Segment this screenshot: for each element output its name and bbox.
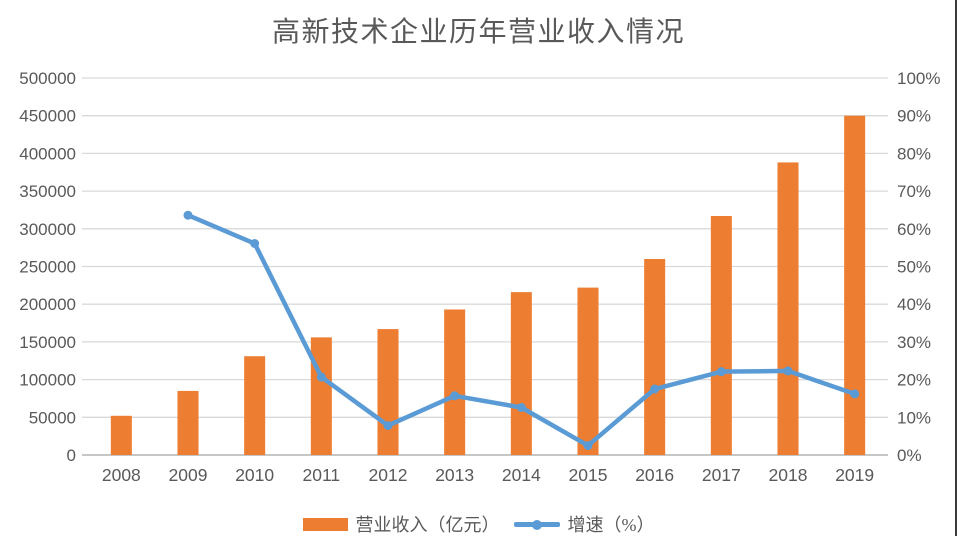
revenue-bar: [310, 337, 332, 455]
y-axis-tick-label: 50000: [29, 408, 76, 427]
growth-marker: [850, 389, 860, 399]
y-axis-tick-label: 400000: [19, 144, 76, 163]
legend-bar-swatch: [302, 517, 348, 531]
legend-growth-label: 增速（%）: [567, 515, 655, 535]
chart-legend: 营业收入（亿元） 增速（%）: [0, 511, 957, 537]
legend-line-marker-icon: [531, 519, 542, 530]
legend-item-growth: 增速（%）: [513, 511, 655, 537]
revenue-bar: [110, 415, 132, 455]
revenue-bar: [777, 162, 799, 455]
y-axis-tick-label: 300000: [19, 220, 76, 239]
x-axis-tick-label: 2018: [769, 465, 808, 485]
right-axis-tick-label: 80%: [897, 144, 931, 163]
right-axis-tick-label: 50%: [897, 258, 931, 277]
right-axis-tick-label: 100%: [897, 69, 940, 88]
y-axis-tick-label: 150000: [19, 333, 76, 352]
growth-marker: [516, 402, 526, 412]
y-axis-tick-label: 250000: [19, 258, 76, 277]
right-axis-tick-label: 90%: [897, 107, 931, 126]
x-axis-tick-label: 2017: [702, 465, 741, 485]
right-axis-tick-label: 70%: [897, 182, 931, 201]
y-axis-tick-label: 500000: [19, 69, 76, 88]
growth-marker: [450, 391, 460, 401]
revenue-bar: [177, 390, 199, 455]
y-axis-tick-label: 100000: [19, 371, 76, 390]
revenue-bar: [244, 356, 266, 455]
x-axis-tick-label: 2012: [369, 465, 408, 485]
right-border-line: [955, 0, 957, 536]
growth-marker: [250, 239, 260, 249]
growth-marker: [183, 210, 193, 220]
legend-item-revenue: 营业收入（亿元）: [302, 511, 500, 537]
x-axis-tick-label: 2009: [169, 465, 208, 485]
right-axis-tick-label: 10%: [897, 408, 931, 427]
right-axis-tick-label: 30%: [897, 333, 931, 352]
revenue-bar: [377, 329, 399, 455]
x-axis-tick-label: 2008: [102, 465, 141, 485]
revenue-bar: [444, 309, 466, 455]
x-axis-tick-label: 2015: [569, 465, 608, 485]
growth-marker: [716, 367, 726, 377]
x-axis-tick-label: 2016: [635, 465, 674, 485]
y-axis-tick-label: 0: [67, 446, 76, 465]
x-axis-tick-label: 2013: [435, 465, 474, 485]
revenue-bar: [844, 115, 866, 455]
legend-line-swatch: [513, 518, 560, 531]
growth-marker: [383, 421, 393, 431]
y-axis-tick-label: 200000: [19, 295, 76, 314]
revenue-bar: [710, 215, 732, 455]
y-axis-tick-label: 450000: [19, 107, 76, 126]
y-axis-tick-label: 350000: [19, 182, 76, 201]
revenue-bar: [644, 258, 666, 455]
revenue-bar: [510, 292, 532, 455]
growth-marker: [583, 441, 593, 451]
x-axis-tick-label: 2010: [235, 465, 274, 485]
right-axis-tick-label: 60%: [897, 220, 931, 239]
x-axis-tick-label: 2011: [303, 465, 341, 485]
growth-marker: [316, 372, 326, 382]
right-axis-tick-label: 0%: [897, 446, 922, 465]
revenue-bar: [577, 287, 599, 455]
right-axis-tick-label: 20%: [897, 371, 931, 390]
growth-marker: [650, 384, 660, 394]
growth-marker: [783, 366, 793, 376]
x-axis-tick-label: 2019: [835, 465, 874, 485]
legend-revenue-label: 营业收入（亿元）: [355, 515, 500, 535]
x-axis-tick-label: 2014: [502, 465, 541, 485]
chart-title: 高新技术企业历年营业收入情况: [271, 17, 685, 48]
right-axis-tick-label: 40%: [897, 295, 931, 314]
